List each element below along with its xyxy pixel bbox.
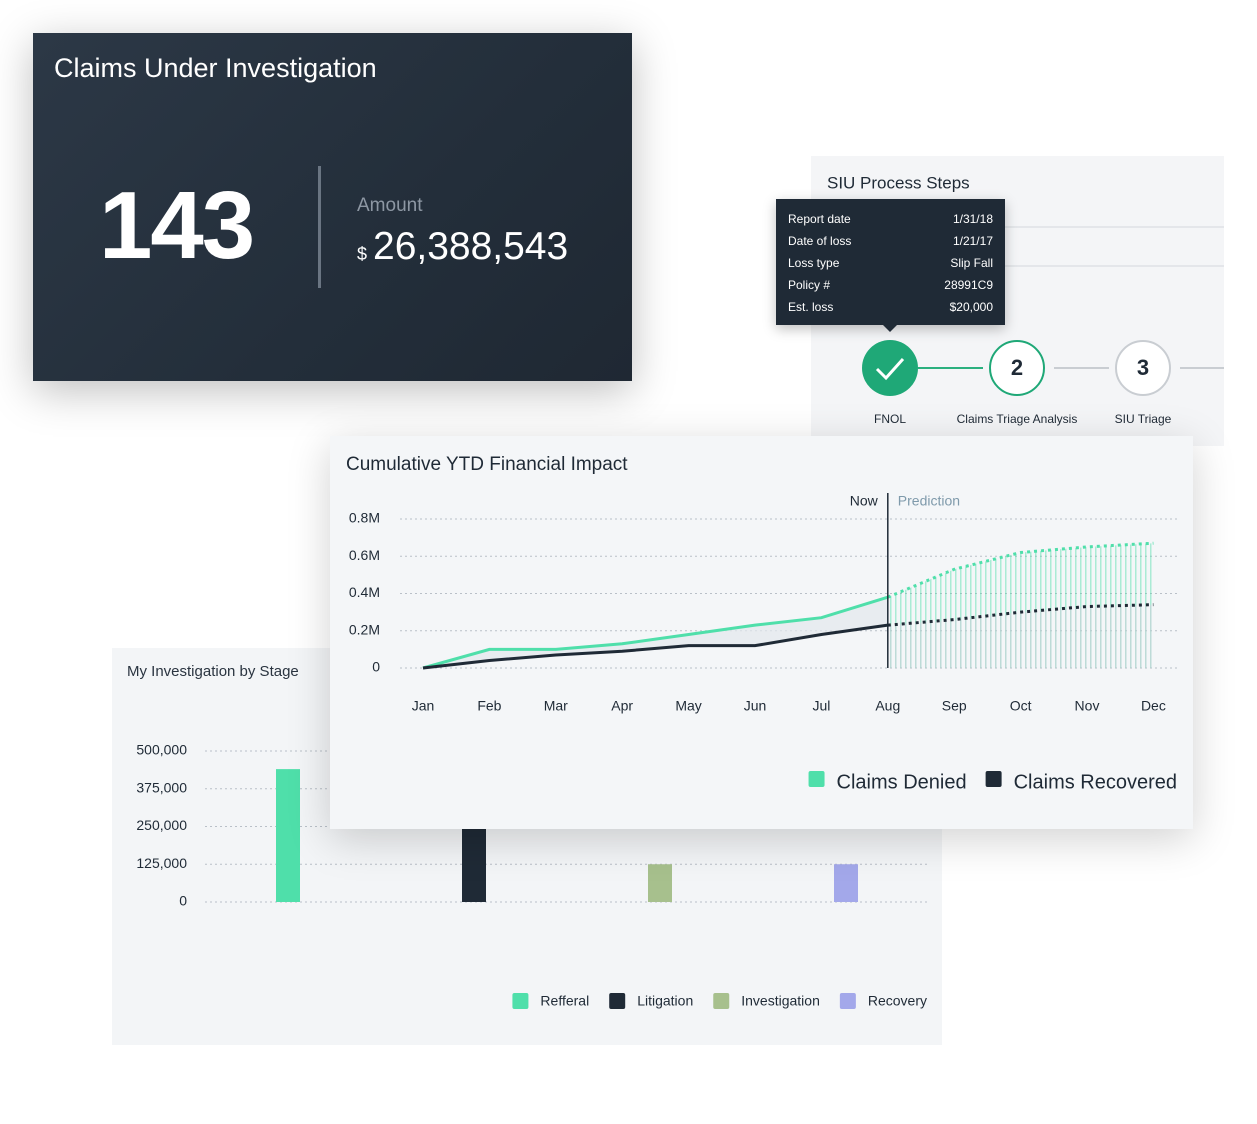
tooltip-value: 28991C9 <box>944 278 993 292</box>
tooltip-value: $20,000 <box>949 300 993 314</box>
legend-label: Litigation <box>637 993 693 1009</box>
check-icon <box>875 357 905 381</box>
step-circle[interactable] <box>1115 340 1171 396</box>
tooltip-value: 1/31/18 <box>952 212 993 226</box>
x-tick-label: May <box>675 698 701 714</box>
tooltip-key: Loss type <box>788 256 840 270</box>
y-tick-label: 375,000 <box>136 779 187 795</box>
chart-title: Cumulative YTD Financial Impact <box>346 454 628 475</box>
step-label: Claims Triage Analysis <box>957 412 1078 426</box>
tooltip-row: Date of loss 1/21/17 <box>788 230 993 252</box>
tooltip-key: Report date <box>788 212 851 226</box>
tooltip-key: Date of loss <box>788 234 852 248</box>
process-title: SIU Process Steps <box>827 173 970 192</box>
y-tick-label: 0.2M <box>349 621 380 637</box>
kpi-amount: 26,388,543 <box>373 225 569 268</box>
tooltip-value: Slip Fall <box>950 256 993 270</box>
prediction-area <box>887 604 1154 668</box>
legend-swatch <box>808 771 825 787</box>
legend-label: Claims Denied <box>837 771 967 793</box>
legend-label: Refferal <box>540 993 589 1009</box>
tooltip-row: Est. loss $20,000 <box>788 296 993 318</box>
tooltip-row: Policy # 28991C9 <box>788 274 993 296</box>
y-tick-label: 500,000 <box>136 742 187 758</box>
prediction-line <box>887 603 1154 627</box>
x-tick-label: Oct <box>1010 698 1032 714</box>
tooltip-row: Report date 1/31/18 <box>788 208 993 230</box>
x-tick-label: Feb <box>477 698 501 714</box>
y-tick-label: 0 <box>372 659 380 675</box>
legend-swatch <box>713 993 730 1009</box>
kpi-divider <box>318 166 321 288</box>
y-tick-label: 0.6M <box>349 547 380 563</box>
step-number: 3 <box>1137 355 1149 380</box>
gap-area <box>423 597 888 668</box>
x-tick-label: Mar <box>544 698 568 714</box>
x-tick-label: Nov <box>1075 698 1100 714</box>
legend-swatch <box>839 993 856 1009</box>
prediction-label: Prediction <box>898 493 960 509</box>
kpi-card: Claims Under Investigation 143 Amount $ … <box>33 33 632 381</box>
x-tick-label: Jan <box>412 698 435 714</box>
bar <box>276 769 300 902</box>
legend-swatch <box>512 993 529 1009</box>
series-line <box>422 595 889 670</box>
tooltip-key: Policy # <box>788 278 831 292</box>
y-tick-label: 0 <box>179 893 187 909</box>
prediction-line <box>887 541 1154 599</box>
tooltip-value: 1/21/17 <box>952 234 993 248</box>
tooltip-row: Loss type Slip Fall <box>788 252 993 274</box>
bar <box>648 864 672 902</box>
step-label: FNOL <box>874 412 906 426</box>
legend-label: Investigation <box>741 993 820 1009</box>
x-tick-label: Jul <box>812 698 830 714</box>
legend-swatch <box>609 993 626 1009</box>
x-tick-label: Apr <box>611 698 633 714</box>
step-label: SIU Triage <box>1115 412 1172 426</box>
legend-label: Recovery <box>868 993 927 1009</box>
series-line <box>422 623 889 670</box>
y-tick-label: 0.4M <box>349 584 380 600</box>
x-tick-label: Aug <box>875 698 900 714</box>
process-steps: SIU Process Steps 2 3 FNOL Claims Triage… <box>827 173 1224 426</box>
y-tick-label: 0.8M <box>349 510 380 526</box>
kpi-title: Claims Under Investigation <box>54 53 377 83</box>
currency: $ <box>357 244 368 264</box>
line-card: Cumulative YTD Financial Impact 0 0.2M 0.4… <box>330 436 1193 829</box>
legend-swatch <box>985 771 1002 787</box>
step-number: 2 <box>1011 355 1023 380</box>
y-tick-label: 250,000 <box>136 817 187 833</box>
step-done[interactable] <box>862 340 918 396</box>
tooltip: Report date 1/31/18 Date of loss 1/21/17 Los… <box>776 199 1005 332</box>
tooltip-key: Est. loss <box>788 300 834 314</box>
now-label: Now <box>850 493 879 509</box>
tooltip-arrow <box>883 325 897 332</box>
x-tick-label: Jun <box>744 698 767 714</box>
x-tick-label: Dec <box>1141 698 1166 714</box>
y-tick-label: 125,000 <box>136 855 187 871</box>
step-circle[interactable] <box>989 340 1045 396</box>
bar <box>834 864 858 902</box>
chart-title: My Investigation by Stage <box>127 663 299 680</box>
amount-label: Amount <box>357 195 423 216</box>
kpi-count: 143 <box>99 172 255 279</box>
x-tick-label: Sep <box>942 698 967 714</box>
line-chart: Cumulative YTD Financial Impact 0 0.2M 0.4… <box>346 454 1178 793</box>
legend-label: Claims Recovered <box>1014 771 1177 793</box>
